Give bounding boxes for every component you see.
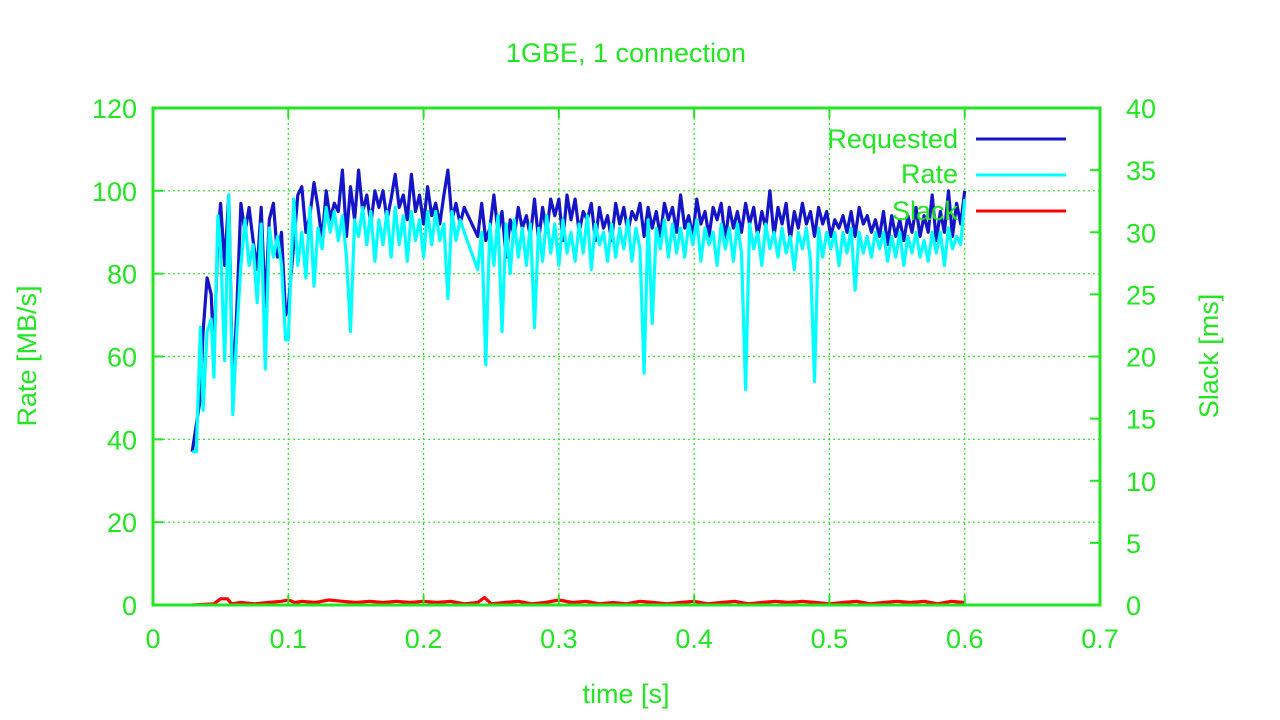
y2-tick-label: 20 [1126,343,1156,373]
axis-ticks: 0 0.1 0.2 0.3 0.4 0.5 0.6 0.7020406080100120051… [92,94,1156,654]
y2-tick-label: 40 [1126,94,1156,124]
x-tick-label: 0.2 [405,624,443,654]
x-axis-label: time [s] [582,679,669,709]
y-tick-label: 60 [107,343,137,373]
y2-tick-label: 30 [1126,218,1156,248]
legend-label-rate: Rate [901,159,958,189]
y2-tick-label: 10 [1126,467,1156,497]
y2-tick-label: 0 [1126,591,1141,621]
x-tick-label: 0.4 [675,624,713,654]
x-tick-label: 0 [145,624,160,654]
y2-axis-label: Slack [ms] [1194,294,1224,419]
y-tick-label: 80 [107,260,137,290]
legend-label-requested: Requested [827,124,958,154]
y2-tick-label: 15 [1126,405,1156,435]
rate-series-line [192,193,967,454]
x-tick-label: 0.6 [946,624,984,654]
legend-label-slack: Slack [892,196,959,226]
y-axis-label: Rate [MB/s] [12,285,42,426]
y-tick-label: 40 [107,425,137,455]
chart-title: 1GBE, 1 connection [506,38,746,68]
y2-tick-label: 5 [1126,529,1141,559]
y-tick-label: 0 [122,591,137,621]
y-tick-label: 20 [107,508,137,538]
y-tick-label: 100 [92,177,137,207]
x-tick-label: 0.3 [540,624,578,654]
x-tick-label: 0.5 [811,624,849,654]
x-tick-label: 0.1 [270,624,308,654]
requested-series-line [190,168,967,453]
legend: Requested Rate Slack [827,124,1066,226]
y2-tick-label: 25 [1126,280,1156,310]
y-tick-label: 120 [92,94,137,124]
y2-tick-label: 35 [1126,156,1156,186]
x-tick-label: 0.7 [1081,624,1119,654]
plot-series [190,168,967,607]
